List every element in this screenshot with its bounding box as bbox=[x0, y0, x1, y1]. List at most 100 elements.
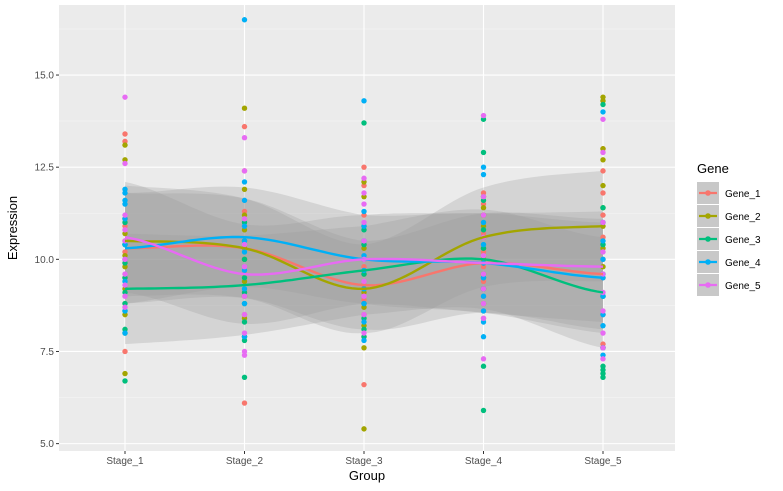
data-point bbox=[361, 238, 367, 244]
data-point bbox=[480, 112, 487, 119]
data-point bbox=[361, 337, 367, 344]
data-point bbox=[480, 164, 487, 170]
data-point bbox=[600, 264, 606, 270]
y-tick-label: 12.5 bbox=[35, 163, 55, 174]
grid-minor bbox=[59, 28, 675, 398]
data-point bbox=[600, 322, 606, 329]
data-point bbox=[361, 190, 367, 196]
data-point bbox=[361, 98, 367, 104]
data-point bbox=[600, 356, 606, 362]
legend: Gene Gene_1 Gene_2 Gene_3 Gene_4 Gene_5 bbox=[697, 161, 761, 296]
data-point bbox=[600, 212, 606, 218]
data-point bbox=[480, 227, 487, 233]
data-point bbox=[122, 293, 128, 299]
data-point bbox=[241, 249, 248, 255]
y-axis-ticks: 5.0 7.5 10.0 12.5 15.0 bbox=[35, 71, 59, 450]
data-point bbox=[600, 249, 606, 255]
data-point bbox=[241, 264, 248, 270]
data-point bbox=[361, 208, 367, 215]
data-point bbox=[241, 197, 248, 204]
data-point bbox=[361, 345, 367, 351]
data-point bbox=[361, 381, 367, 388]
x-axis-ticks: Stage_1 Stage_2 Stage_3 Stage_4 Stage_5 bbox=[106, 451, 622, 467]
legend-key-point bbox=[705, 282, 711, 288]
data-points bbox=[122, 17, 606, 432]
data-point bbox=[241, 179, 248, 185]
y-tick-label: 15.0 bbox=[35, 71, 55, 82]
data-point bbox=[241, 311, 248, 318]
legend-key-point bbox=[705, 213, 711, 219]
data-point bbox=[600, 109, 606, 115]
y-tick-label: 10.0 bbox=[35, 255, 55, 266]
data-point bbox=[241, 330, 248, 336]
data-point bbox=[361, 278, 367, 285]
legend-title: Gene bbox=[697, 161, 729, 176]
x-tick-label: Stage_5 bbox=[584, 456, 622, 467]
data-point bbox=[480, 300, 487, 307]
data-point bbox=[480, 205, 487, 211]
data-point bbox=[361, 330, 367, 336]
data-point bbox=[361, 426, 367, 432]
y-tick-label: 5.0 bbox=[40, 439, 54, 450]
smooth-lines bbox=[124, 225, 604, 294]
data-point bbox=[480, 308, 487, 314]
data-point bbox=[122, 131, 128, 137]
legend-label: Gene_2 bbox=[725, 212, 761, 223]
data-point bbox=[122, 271, 128, 277]
data-point bbox=[361, 164, 367, 170]
data-point bbox=[600, 190, 606, 196]
legend-key-point bbox=[705, 190, 711, 196]
data-point bbox=[241, 134, 248, 141]
data-point bbox=[600, 374, 606, 380]
x-axis-title: Group bbox=[349, 468, 385, 483]
data-point bbox=[600, 345, 606, 351]
data-point bbox=[241, 352, 248, 358]
data-point bbox=[122, 190, 128, 196]
data-point bbox=[122, 227, 128, 233]
data-point bbox=[361, 319, 367, 325]
data-point bbox=[480, 171, 487, 178]
data-point bbox=[122, 370, 128, 377]
data-point bbox=[241, 168, 248, 174]
data-point bbox=[480, 212, 487, 218]
data-point bbox=[241, 256, 248, 263]
legend-key-point bbox=[705, 236, 711, 242]
smooth-line bbox=[124, 225, 604, 290]
data-point bbox=[480, 334, 487, 340]
data-point bbox=[600, 101, 606, 108]
data-point bbox=[480, 241, 487, 248]
data-point bbox=[600, 168, 606, 174]
data-point bbox=[361, 201, 367, 207]
data-point bbox=[600, 157, 606, 163]
x-tick-label: Stage_1 bbox=[106, 456, 144, 467]
data-point bbox=[122, 212, 128, 218]
data-point bbox=[241, 216, 248, 222]
data-point bbox=[241, 300, 248, 307]
data-point bbox=[241, 123, 248, 130]
data-point bbox=[241, 374, 248, 380]
data-point bbox=[122, 304, 128, 310]
data-point bbox=[241, 17, 248, 23]
data-point bbox=[122, 201, 128, 207]
data-point bbox=[122, 348, 128, 355]
legend-label: Gene_3 bbox=[725, 235, 761, 246]
data-point bbox=[122, 330, 128, 336]
data-point bbox=[480, 407, 487, 414]
data-point bbox=[241, 293, 248, 299]
data-point bbox=[361, 293, 367, 299]
data-point bbox=[480, 271, 487, 277]
data-point bbox=[241, 286, 248, 292]
data-point bbox=[122, 142, 128, 148]
data-point bbox=[241, 223, 248, 229]
data-point bbox=[600, 238, 606, 244]
data-point bbox=[361, 219, 367, 226]
data-point bbox=[361, 311, 367, 318]
legend-label: Gene_5 bbox=[725, 281, 761, 292]
smooth-line bbox=[124, 236, 604, 276]
data-point bbox=[480, 356, 487, 362]
legend-label: Gene_4 bbox=[725, 258, 761, 269]
data-point bbox=[361, 300, 367, 307]
data-point bbox=[122, 256, 128, 263]
y-tick-label: 7.5 bbox=[40, 347, 54, 358]
